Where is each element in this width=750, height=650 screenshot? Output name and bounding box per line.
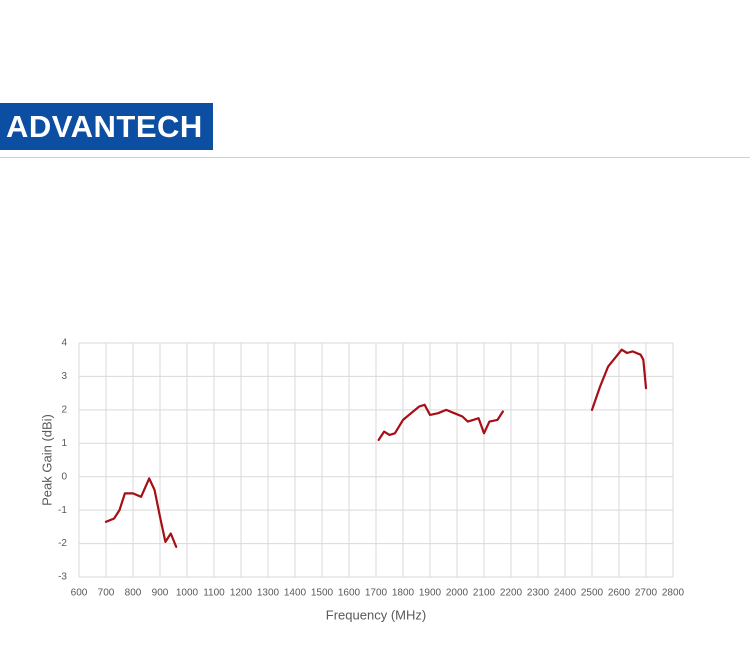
y-tick-label: -1 bbox=[58, 505, 67, 516]
x-tick-label: 1200 bbox=[230, 588, 253, 599]
y-tick-label: 2 bbox=[61, 404, 67, 415]
y-tick-label: 1 bbox=[61, 438, 67, 449]
logo-box: ADVANTECH bbox=[0, 103, 213, 150]
x-tick-label: 2700 bbox=[635, 588, 658, 599]
data-line bbox=[104, 348, 648, 548]
y-tick-label: 4 bbox=[61, 338, 67, 349]
x-tick-label: 600 bbox=[71, 588, 88, 599]
x-tick-label: 1400 bbox=[284, 588, 307, 599]
y-tick-label: 0 bbox=[61, 471, 67, 482]
x-tick-label: 2800 bbox=[662, 588, 685, 599]
x-tick-label: 700 bbox=[98, 588, 115, 599]
y-axis-label: Peak Gain (dBi) bbox=[39, 414, 54, 506]
y-tick-label: -3 bbox=[58, 572, 67, 583]
x-tick-label: 1300 bbox=[257, 588, 280, 599]
header-rule bbox=[0, 157, 750, 158]
x-tick-label: 2100 bbox=[473, 588, 496, 599]
x-tick-label: 1800 bbox=[392, 588, 415, 599]
x-tick-label: 1000 bbox=[176, 588, 199, 599]
x-tick-label: 2300 bbox=[527, 588, 550, 599]
x-tick-label: 1700 bbox=[365, 588, 388, 599]
y-tick-label: 3 bbox=[61, 371, 67, 382]
x-tick-label: 2500 bbox=[581, 588, 604, 599]
x-tick-label: 2000 bbox=[446, 588, 469, 599]
x-tick-label: 1500 bbox=[311, 588, 334, 599]
x-tick-label: 900 bbox=[152, 588, 169, 599]
x-tick-label: 1900 bbox=[419, 588, 442, 599]
x-tick-label: 2400 bbox=[554, 588, 577, 599]
x-tick-label: 1100 bbox=[203, 588, 225, 599]
x-tick-label: 800 bbox=[125, 588, 142, 599]
x-tick-label: 2200 bbox=[500, 588, 523, 599]
x-tick-label: 1600 bbox=[338, 588, 361, 599]
logo-text: ADVANTECH bbox=[6, 109, 203, 144]
x-tick-label: 2600 bbox=[608, 588, 631, 599]
y-tick-label: -2 bbox=[58, 538, 67, 549]
x-axis-label: Frequency (MHz) bbox=[326, 607, 426, 622]
